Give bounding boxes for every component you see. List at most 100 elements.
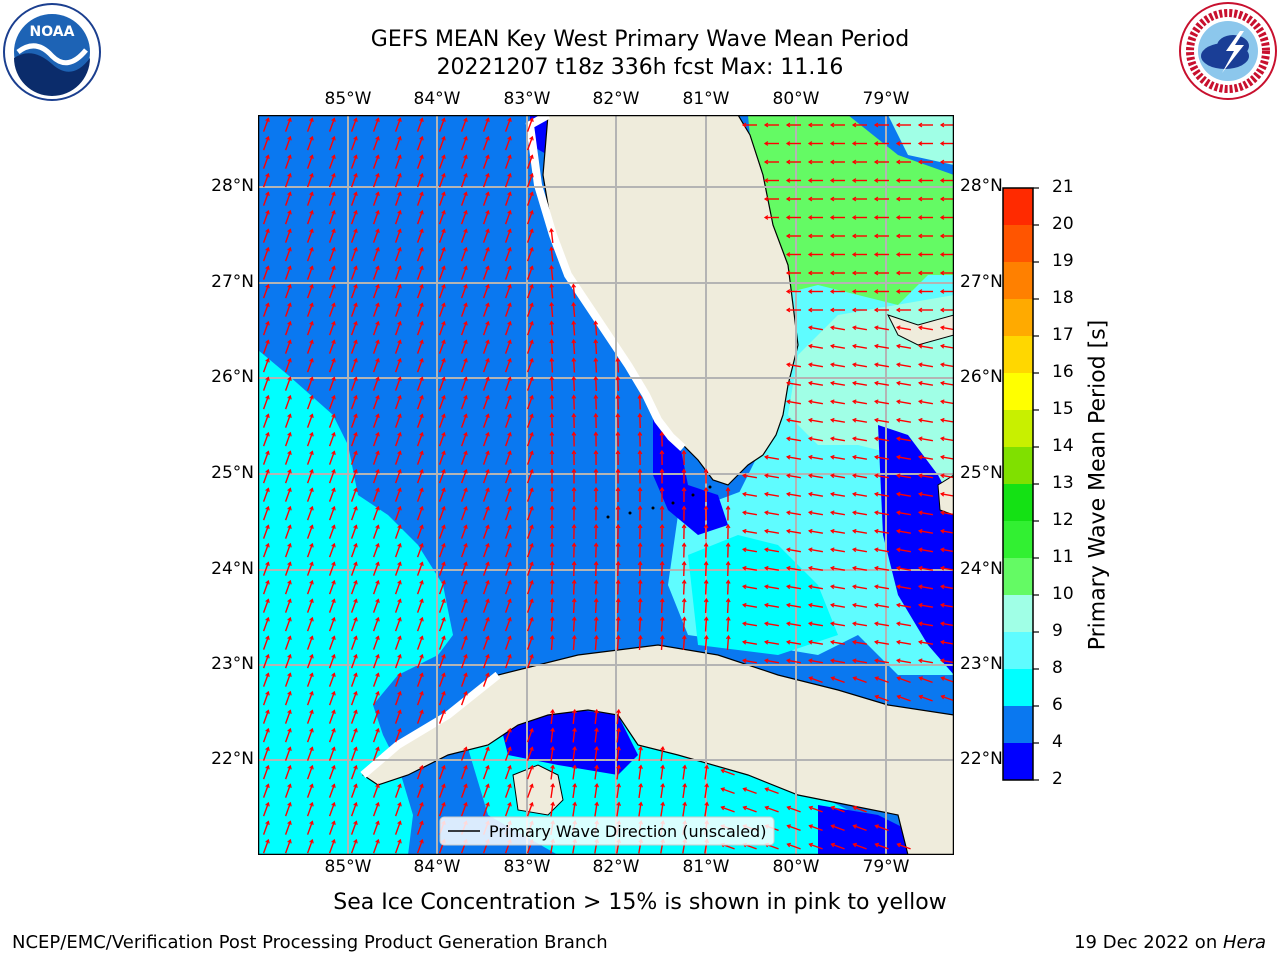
wave-arrow-head bbox=[896, 491, 901, 497]
wave-arrow-head bbox=[507, 505, 512, 511]
wave-arrow bbox=[526, 580, 534, 595]
wave-arrow-head bbox=[287, 505, 292, 511]
wave-arrow-head bbox=[309, 172, 314, 178]
wave-arrow bbox=[594, 598, 598, 614]
wave-arrow bbox=[482, 229, 490, 243]
wave-arrow-head bbox=[265, 413, 270, 418]
wave-arrow bbox=[526, 395, 534, 410]
wave-arrow-head bbox=[851, 196, 857, 202]
wave-arrow-head bbox=[331, 394, 336, 400]
wave-arrow bbox=[262, 784, 270, 798]
wave-arrow-head bbox=[874, 436, 879, 442]
wave-arrow-head bbox=[529, 561, 534, 566]
wave-arrow bbox=[416, 395, 424, 410]
wave-arrow-head bbox=[725, 634, 731, 640]
wave-arrow-head bbox=[896, 399, 901, 405]
wave-arrow-head bbox=[895, 178, 901, 183]
wave-arrow-head bbox=[265, 431, 270, 437]
wave-arrow-head bbox=[375, 191, 380, 196]
wave-arrow bbox=[482, 617, 490, 632]
wave-arrow-head bbox=[940, 547, 945, 553]
wave-arrow bbox=[350, 710, 358, 724]
wave-arrow-head bbox=[785, 252, 791, 257]
wave-arrow-head bbox=[375, 117, 380, 122]
wave-arrow bbox=[394, 451, 402, 465]
wave-arrow bbox=[764, 604, 780, 608]
wave-arrow-head bbox=[353, 727, 358, 733]
wave-arrow-head bbox=[353, 228, 358, 233]
wave-arrow bbox=[262, 673, 270, 687]
wave-arrow-head bbox=[397, 672, 402, 677]
wave-arrow-head bbox=[571, 412, 577, 418]
wave-arrow-head bbox=[659, 468, 665, 473]
wave-arrow bbox=[328, 266, 336, 280]
wave-arrow bbox=[896, 604, 912, 608]
lat-label-left: 26°N bbox=[211, 367, 254, 387]
wave-arrow bbox=[262, 617, 270, 632]
wave-arrow-head bbox=[940, 491, 945, 497]
wave-arrow-head bbox=[786, 658, 791, 664]
wave-arrow-head bbox=[353, 265, 358, 270]
wave-arrow-head bbox=[287, 376, 292, 381]
wave-arrow bbox=[504, 525, 512, 539]
wave-arrow-head bbox=[939, 159, 945, 165]
wave-arrow bbox=[830, 548, 846, 553]
wave-arrow bbox=[460, 155, 468, 169]
wave-arrow bbox=[306, 728, 314, 743]
wave-arrow-head bbox=[375, 524, 380, 529]
wave-arrow-head bbox=[441, 283, 446, 289]
wave-arrow bbox=[809, 843, 823, 850]
wave-arrow bbox=[460, 525, 468, 539]
colorbar-tick-label: 8 bbox=[1052, 658, 1063, 678]
wave-arrow bbox=[328, 525, 336, 539]
wave-arrow-head bbox=[529, 542, 534, 548]
wave-arrow-head bbox=[353, 339, 358, 344]
wave-arrow bbox=[460, 414, 468, 428]
wave-arrow bbox=[482, 395, 490, 410]
wave-arrow-head bbox=[529, 154, 534, 159]
wave-arrow bbox=[350, 136, 358, 151]
wave-arrow-head bbox=[593, 320, 599, 325]
wave-arrow-head bbox=[463, 783, 468, 788]
wave-arrow bbox=[306, 136, 314, 151]
wave-arrow-head bbox=[764, 547, 769, 553]
wave-arrow bbox=[504, 562, 512, 576]
wave-arrow-head bbox=[940, 528, 945, 534]
wave-arrow bbox=[482, 210, 490, 225]
wave-arrow-head bbox=[571, 468, 577, 473]
wave-arrow-head bbox=[485, 283, 490, 289]
wave-arrow bbox=[830, 326, 846, 331]
colorbar-title: Primary Wave Mean Period [s] bbox=[1085, 319, 1111, 651]
wave-arrow-head bbox=[287, 616, 292, 622]
wave-arrow bbox=[262, 377, 270, 391]
colorbar-tick-label: 12 bbox=[1052, 510, 1074, 530]
wave-arrow-head bbox=[419, 579, 424, 585]
wave-arrow-head bbox=[287, 820, 292, 825]
wave-arrow-head bbox=[419, 505, 424, 511]
wave-arrow bbox=[638, 765, 642, 780]
wave-arrow-head bbox=[375, 653, 380, 659]
wave-arrow bbox=[616, 376, 620, 392]
wave-arrow bbox=[262, 599, 270, 613]
wave-arrow-head bbox=[419, 209, 424, 215]
wave-arrow-head bbox=[463, 135, 468, 141]
wave-arrow bbox=[328, 284, 336, 299]
wave-arrow bbox=[284, 358, 292, 373]
wave-arrow bbox=[328, 654, 336, 669]
wave-arrow bbox=[764, 659, 780, 664]
wave-arrow-head bbox=[353, 135, 358, 141]
wave-arrow-head bbox=[309, 505, 314, 511]
wave-arrow-head bbox=[309, 191, 314, 196]
wave-arrow-head bbox=[331, 117, 336, 122]
wave-arrow-head bbox=[463, 302, 468, 307]
wave-arrow bbox=[594, 580, 598, 595]
wave-arrow-head bbox=[852, 824, 857, 829]
wave-arrow bbox=[526, 247, 534, 262]
footer-left: NCEP/EMC/Verification Post Processing Pr… bbox=[12, 932, 608, 953]
wave-arrow bbox=[874, 604, 890, 608]
wave-arrow bbox=[550, 709, 554, 725]
wave-arrow bbox=[438, 284, 446, 299]
wave-arrow-head bbox=[571, 505, 577, 510]
wave-arrow bbox=[460, 765, 468, 780]
wave-arrow-head bbox=[485, 172, 490, 178]
